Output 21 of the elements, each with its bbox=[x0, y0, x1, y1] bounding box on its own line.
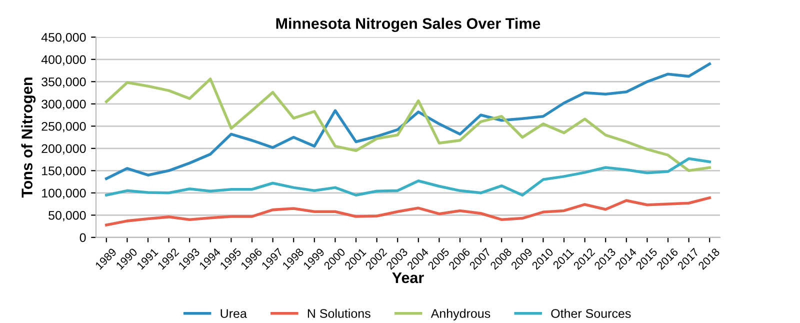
chart-title: Minnesota Nitrogen Sales Over Time bbox=[276, 18, 540, 32]
y-tick-label: 250,000 bbox=[42, 122, 86, 132]
y-tick-label: 450,000 bbox=[41, 32, 86, 44]
y-tick-label: 0 bbox=[80, 233, 86, 242]
y-tick-label: 350,000 bbox=[42, 77, 86, 88]
legend-label: Anhydrous bbox=[430, 308, 490, 320]
line-series bbox=[105, 157, 711, 197]
legend-label: N Solutions bbox=[308, 308, 370, 318]
y-tick-label: 200,000 bbox=[42, 144, 86, 155]
y-axis-title: Tons of Nitrogen bbox=[21, 78, 36, 198]
y-tick-label: 50,000 bbox=[48, 210, 86, 222]
y-tick-label: 400,000 bbox=[41, 55, 86, 66]
line-series bbox=[105, 78, 711, 172]
y-tick-label: 300,000 bbox=[42, 100, 86, 110]
x-axis-title: Year bbox=[392, 272, 424, 284]
legend-label: Urea bbox=[220, 309, 247, 318]
y-tick-label: 100,000 bbox=[42, 188, 86, 200]
line-series bbox=[105, 196, 711, 226]
legend-label: Other Sources bbox=[551, 308, 631, 318]
line-series bbox=[105, 62, 711, 180]
y-tick-label: 150,000 bbox=[42, 166, 86, 177]
